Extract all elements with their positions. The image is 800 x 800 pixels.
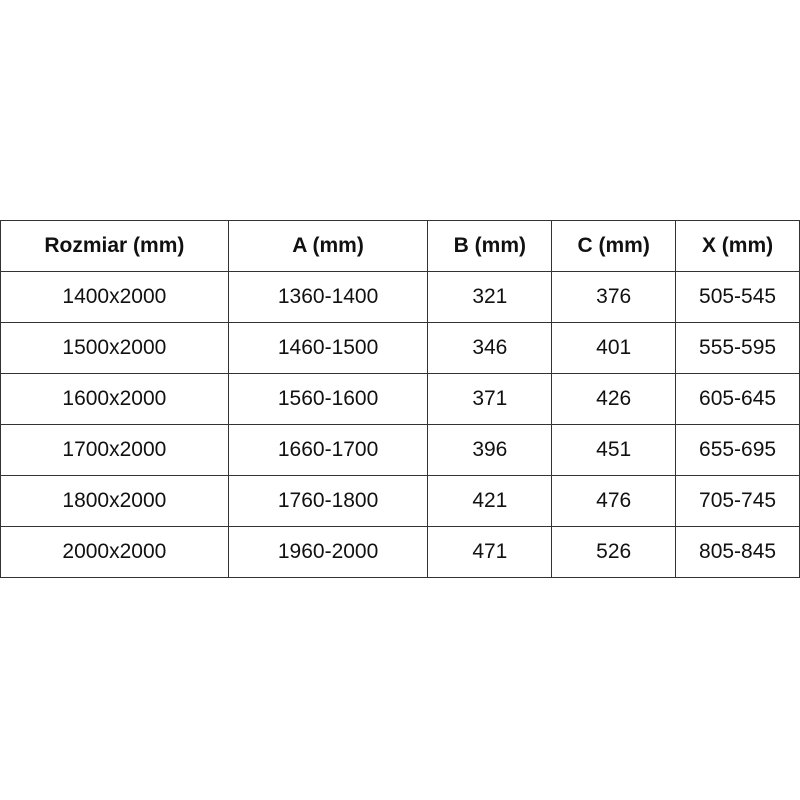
table-row: 1800x2000 1760-1800 421 476 705-745 <box>0 475 800 527</box>
cell-size: 1800x2000 <box>0 475 229 527</box>
cell-x: 655-695 <box>675 424 800 476</box>
cell-c: 526 <box>551 526 677 578</box>
header-x: X (mm) <box>675 220 800 272</box>
header-b: B (mm) <box>427 220 553 272</box>
cell-size: 1500x2000 <box>0 322 229 374</box>
cell-b: 421 <box>427 475 553 527</box>
table-row: 2000x2000 1960-2000 471 526 805-845 <box>0 526 800 578</box>
cell-a: 1360-1400 <box>227 271 429 323</box>
cell-b: 371 <box>427 373 553 425</box>
cell-x: 605-645 <box>675 373 800 425</box>
cell-x: 555-595 <box>675 322 800 374</box>
cell-b: 321 <box>427 271 553 323</box>
cell-size: 2000x2000 <box>0 526 229 578</box>
header-c: C (mm) <box>551 220 677 272</box>
cell-x: 705-745 <box>675 475 800 527</box>
table-row: 1700x2000 1660-1700 396 451 655-695 <box>0 424 800 476</box>
header-a: A (mm) <box>227 220 429 272</box>
cell-b: 471 <box>427 526 553 578</box>
cell-b: 346 <box>427 322 553 374</box>
header-size: Rozmiar (mm) <box>0 220 229 272</box>
cell-c: 401 <box>551 322 677 374</box>
cell-c: 476 <box>551 475 677 527</box>
cell-x: 805-845 <box>675 526 800 578</box>
cell-c: 376 <box>551 271 677 323</box>
dimensions-table: Rozmiar (mm) A (mm) B (mm) C (mm) X (mm)… <box>0 220 800 578</box>
cell-a: 1660-1700 <box>227 424 429 476</box>
cell-b: 396 <box>427 424 553 476</box>
cell-x: 505-545 <box>675 271 800 323</box>
cell-size: 1700x2000 <box>0 424 229 476</box>
cell-a: 1560-1600 <box>227 373 429 425</box>
table-row: 1400x2000 1360-1400 321 376 505-545 <box>0 271 800 323</box>
table-row: 1500x2000 1460-1500 346 401 555-595 <box>0 322 800 374</box>
cell-a: 1460-1500 <box>227 322 429 374</box>
table-row: 1600x2000 1560-1600 371 426 605-645 <box>0 373 800 425</box>
header-row: Rozmiar (mm) A (mm) B (mm) C (mm) X (mm) <box>0 220 800 272</box>
cell-a: 1960-2000 <box>227 526 429 578</box>
cell-a: 1760-1800 <box>227 475 429 527</box>
cell-c: 451 <box>551 424 677 476</box>
cell-c: 426 <box>551 373 677 425</box>
cell-size: 1400x2000 <box>0 271 229 323</box>
cell-size: 1600x2000 <box>0 373 229 425</box>
